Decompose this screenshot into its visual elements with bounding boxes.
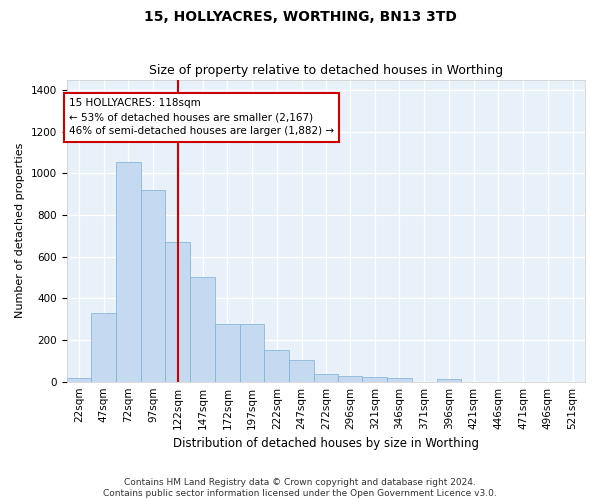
X-axis label: Distribution of detached houses by size in Worthing: Distribution of detached houses by size … — [173, 437, 479, 450]
Bar — [67, 378, 91, 382]
Bar — [289, 360, 314, 382]
Bar — [239, 324, 265, 382]
Bar — [338, 376, 362, 382]
Bar — [265, 350, 289, 382]
Y-axis label: Number of detached properties: Number of detached properties — [15, 143, 25, 318]
Bar — [437, 379, 461, 382]
Title: Size of property relative to detached houses in Worthing: Size of property relative to detached ho… — [149, 64, 503, 77]
Bar — [362, 377, 387, 382]
Bar — [190, 278, 215, 382]
Bar — [166, 242, 190, 382]
Bar — [215, 324, 239, 382]
Bar — [387, 378, 412, 382]
Text: 15, HOLLYACRES, WORTHING, BN13 3TD: 15, HOLLYACRES, WORTHING, BN13 3TD — [143, 10, 457, 24]
Bar — [91, 313, 116, 382]
Bar — [141, 190, 166, 382]
Bar — [314, 374, 338, 382]
Text: 15 HOLLYACRES: 118sqm
← 53% of detached houses are smaller (2,167)
46% of semi-d: 15 HOLLYACRES: 118sqm ← 53% of detached … — [69, 98, 334, 136]
Bar — [116, 162, 141, 382]
Text: Contains HM Land Registry data © Crown copyright and database right 2024.
Contai: Contains HM Land Registry data © Crown c… — [103, 478, 497, 498]
